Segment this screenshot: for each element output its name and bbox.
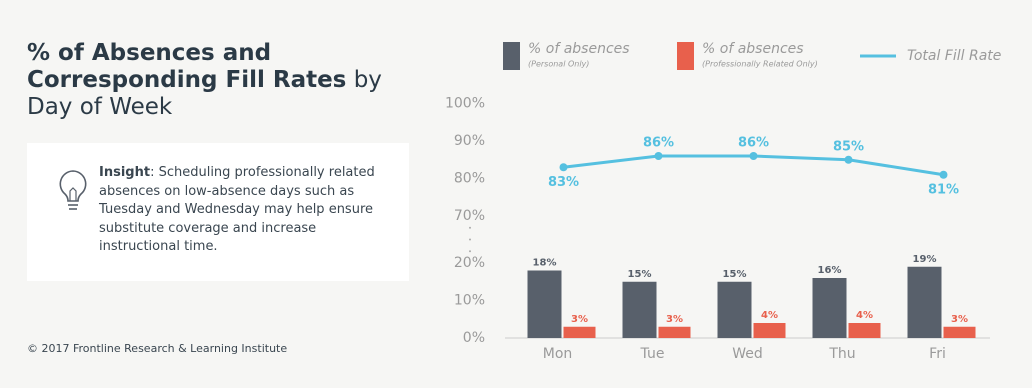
value-label: 81% [928,182,959,197]
y-tick-label: 70% [454,208,485,224]
legend-label: % of absences [702,41,804,57]
insight-text: Insight: Scheduling professionally relat… [99,164,389,257]
legend-note: (Personal Only) [528,60,589,69]
point [844,155,853,164]
legend-label: Total Fill Rate [907,48,1001,64]
value-label: 15% [723,269,747,280]
bar [563,326,596,338]
y-tick-label: 10% [454,293,485,309]
point [654,152,663,160]
bar [622,281,657,338]
value-label: 15% [628,269,652,280]
x-tick-label: Tue [640,346,665,362]
value-label: 3% [951,314,968,325]
value-label: 19% [913,254,937,265]
bar [527,270,562,338]
y-tick-label: 20% [454,255,485,271]
value-label: 83% [548,175,579,190]
axis-break-dot [469,238,471,241]
y-tick-label: 0% [463,330,485,346]
bar [717,281,752,338]
axis-break-dot [469,226,471,229]
y-tick-label: 90% [454,133,485,149]
bar [848,323,881,338]
axis-break-dot [469,250,471,253]
bar [658,326,691,338]
value-label: 86% [738,136,769,151]
title: % of Absences and Corresponding Fill Rat… [27,40,427,121]
point [559,163,568,172]
title-bold: % of Absences and Corresponding Fill Rat… [27,40,347,93]
point [939,170,948,179]
value-label: 85% [833,139,864,154]
x-tick-label: Thu [828,346,855,362]
bar [753,323,786,338]
bar [907,266,942,338]
value-label: 4% [856,310,873,321]
insight-label: Insight [99,165,151,180]
legend-note: (Professionally Related Only) [702,60,818,69]
value-label: 3% [666,314,683,325]
insight-box: Insight: Scheduling professionally relat… [27,143,409,281]
footer: © 2017 Frontline Research & Learning Ins… [27,342,288,355]
point [749,152,758,160]
value-label: 3% [571,314,588,325]
insight-body: : Scheduling professionally related abse… [99,165,375,254]
title-rest: by Day of Week [27,67,382,120]
value-label: 18% [533,258,557,269]
legend-label: % of absences [528,41,630,57]
x-tick-label: Wed [732,346,763,362]
value-label: 4% [761,310,778,321]
y-tick-label: 100% [445,96,485,112]
bar [943,326,976,338]
value-label: 86% [643,136,674,151]
x-tick-label: Mon [543,346,573,362]
y-tick-label: 80% [454,171,485,187]
legend-swatch [503,42,520,70]
bar [812,278,847,338]
legend-swatch [677,42,694,70]
value-label: 16% [818,265,842,276]
x-tick-label: Fri [929,346,946,362]
bulb-icon [59,170,87,210]
